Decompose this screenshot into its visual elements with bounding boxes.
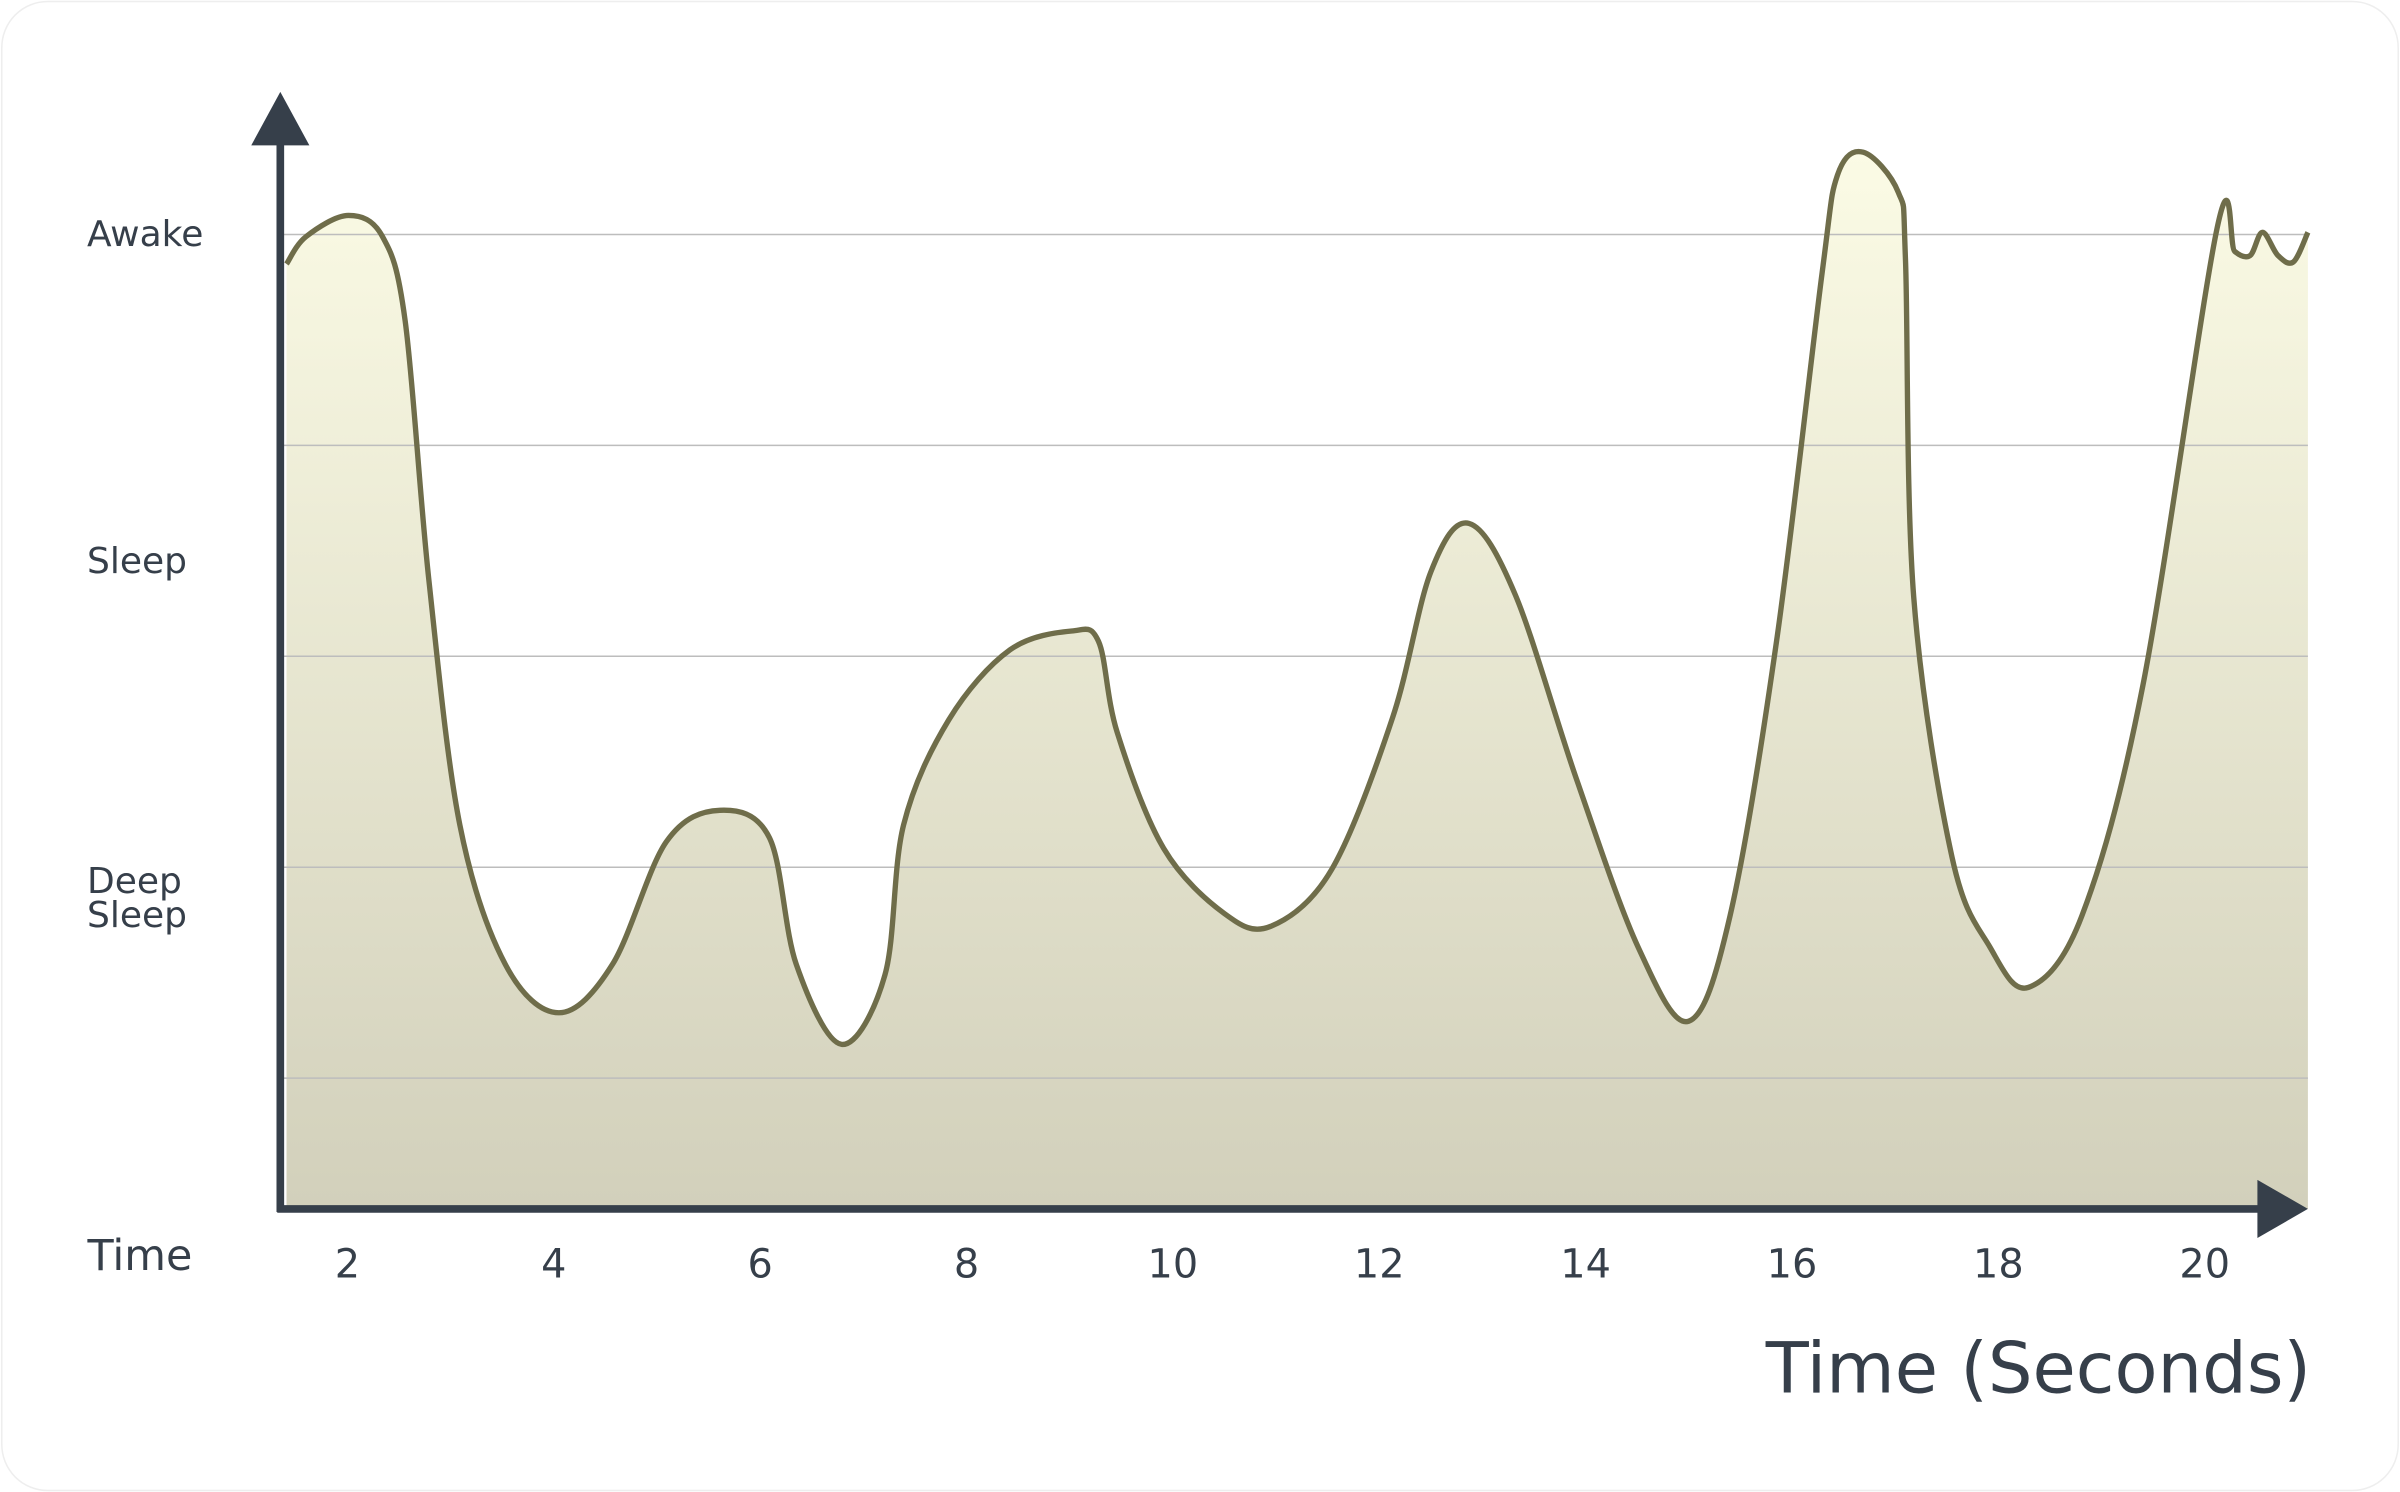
x-tick-label: 8 [954, 1242, 979, 1288]
x-axis-title: Time (Seconds) [1765, 1328, 2311, 1410]
x-tick-label: 10 [1148, 1242, 1199, 1288]
corner-label: Time [87, 1231, 193, 1281]
y-axis-arrow [251, 91, 310, 146]
x-tick-label: 20 [2179, 1242, 2230, 1288]
x-tick-label: 18 [1973, 1242, 2024, 1288]
x-axis-arrow [2257, 1179, 2308, 1238]
x-tick-label: 6 [747, 1242, 772, 1288]
x-tick-label: 14 [1560, 1242, 1611, 1288]
area-fill [286, 151, 2308, 1209]
y-tick-label: Awake [87, 213, 204, 255]
y-tick-label: Deep Sleep [87, 860, 188, 937]
y-tick-label: Sleep [87, 540, 188, 582]
x-tick-label: 4 [541, 1242, 566, 1288]
x-tick-label: 16 [1767, 1242, 1818, 1288]
data-line [284, 148, 2311, 1048]
x-tick-label: 2 [335, 1242, 360, 1288]
x-tick-label: 12 [1354, 1242, 1405, 1288]
